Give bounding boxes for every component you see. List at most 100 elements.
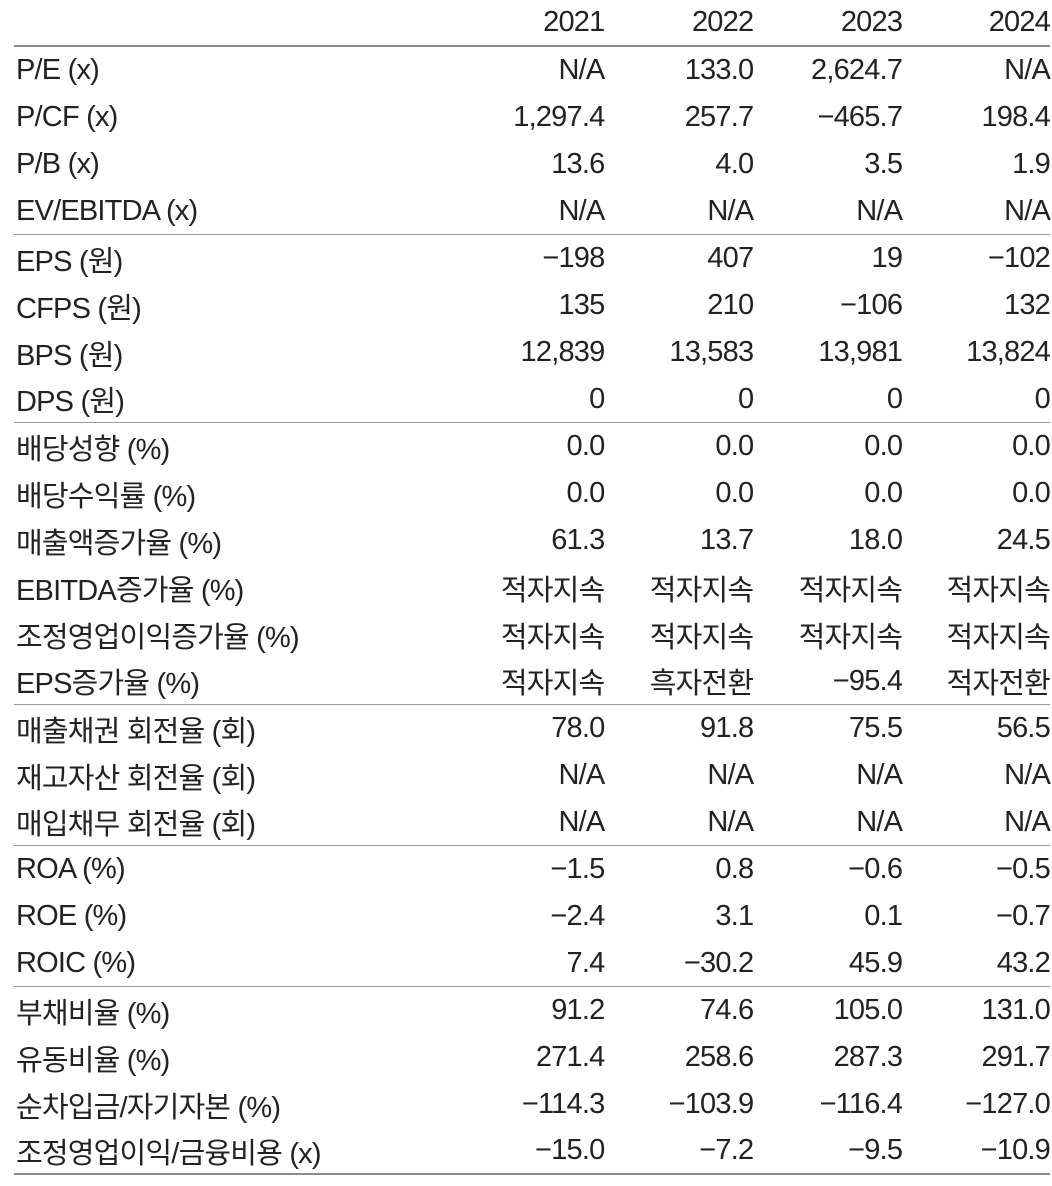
- table-cell: 271.4: [535, 1041, 605, 1073]
- table-row: 조정영업이익/금융비용 (x) −15.0 −7.2 −9.5 −10.9: [14, 1128, 1051, 1175]
- table-row: 유동비율 (%) 271.4 258.6 287.3 291.7: [14, 1034, 1051, 1081]
- table-cell: −7.2: [699, 1134, 754, 1166]
- table-row: EV/EBITDA (x) N/A N/A N/A N/A: [14, 188, 1051, 235]
- row-label: 유동비율 (%): [16, 1044, 170, 1077]
- table-cell: 0.0: [715, 477, 754, 509]
- table-cell: −106: [840, 289, 903, 321]
- table-cell: 133.0: [684, 54, 754, 86]
- table-row: BPS (원) 12,839 13,583 13,981 13,824: [14, 329, 1051, 376]
- table-cell: 74.6: [700, 994, 754, 1026]
- table-cell: 13.6: [551, 148, 605, 180]
- table-row: EBITDA증가율 (%) 적자지속 적자지속 적자지속 적자지속: [14, 564, 1051, 611]
- table-cell: −0.7: [995, 900, 1051, 932]
- table-cell: 0: [737, 382, 754, 415]
- table-cell: −0.5: [995, 853, 1051, 885]
- row-label: 매입채무 회전율 (회): [16, 809, 256, 841]
- table-cell: 13,981: [818, 336, 903, 368]
- table-cell: 258.6: [684, 1041, 754, 1073]
- table-cell: −198: [542, 242, 605, 274]
- table-cell: −116.4: [819, 1088, 903, 1120]
- valuation-table: 2021 2022 2023 2024 P/E (x) N/A 133.0 2,624…: [14, 0, 1051, 1175]
- row-label: 배당수익률 (%): [16, 480, 196, 513]
- table-row: CFPS (원) 135 210 −106 132: [14, 282, 1051, 329]
- row-label: DPS (원): [16, 386, 125, 418]
- table-cell: 0.0: [864, 477, 903, 509]
- table-cell: 적자지속: [649, 621, 754, 654]
- table-cell: N/A: [558, 54, 605, 86]
- table-cell: 0.0: [566, 477, 606, 509]
- table-row: EPS증가율 (%) 적자지속 흑자전환 −95.4 적자전환: [14, 658, 1051, 705]
- table-cell: 적자지속: [798, 621, 903, 654]
- table-cell: 3.1: [715, 900, 754, 932]
- table-cell: 105.0: [833, 994, 903, 1026]
- row-label: 배당성향 (%): [16, 433, 170, 466]
- table-cell: 78.0: [551, 712, 605, 744]
- table-cell: 407: [707, 242, 754, 274]
- header-year: 2022: [691, 6, 754, 38]
- table-cell: 적자지속: [946, 621, 1051, 654]
- row-label: EV/EBITDA (x): [16, 194, 198, 227]
- table-cell: 적자지속: [500, 574, 605, 607]
- table-row: 순차입금/자기자본 (%) −114.3 −103.9 −116.4 −127.0: [14, 1081, 1051, 1128]
- table-cell: 131.0: [981, 994, 1051, 1026]
- table-cell: 45.9: [848, 946, 903, 979]
- table-cell: 132: [1004, 289, 1051, 321]
- table-cell: 19: [871, 242, 903, 274]
- table-cell: 7.4: [566, 946, 606, 979]
- table-cell: N/A: [558, 805, 605, 838]
- row-label: EPS증가율 (%): [16, 668, 200, 700]
- table-cell: 0.1: [864, 900, 903, 932]
- table-cell: 0.0: [864, 430, 903, 462]
- table-cell: 91.2: [551, 994, 605, 1026]
- table-cell: 75.5: [848, 712, 903, 744]
- table-row: 배당수익률 (%) 0.0 0.0 0.0 0.0: [14, 470, 1051, 517]
- row-label: CFPS (원): [16, 292, 142, 325]
- table-cell: 18.0: [848, 524, 903, 556]
- row-label: EPS (원): [16, 245, 123, 278]
- table-cell: −95.4: [832, 664, 903, 697]
- table-cell: 4.0: [715, 148, 754, 180]
- table-row: EPS (원) −198 407 19 −102: [14, 235, 1051, 282]
- table-row: 매출액증가율 (%) 61.3 13.7 18.0 24.5: [14, 517, 1051, 564]
- table-cell: 적자지속: [946, 574, 1051, 607]
- table-cell: 2,624.7: [810, 54, 903, 86]
- table-row: 부채비율 (%) 91.2 74.6 105.0 131.0: [14, 987, 1051, 1034]
- table-cell: 135: [558, 289, 605, 321]
- table-row: 매입채무 회전율 (회) N/A N/A N/A N/A: [14, 799, 1051, 846]
- table-cell: N/A: [1004, 194, 1051, 227]
- table-row: ROA (%) −1.5 0.8 −0.6 −0.5: [14, 846, 1051, 893]
- row-label: P/B (x): [16, 148, 100, 180]
- table-row: P/CF (x) 1,297.4 257.7 −465.7 198.4: [14, 94, 1051, 141]
- table-row: P/B (x) 13.6 4.0 3.5 1.9: [14, 141, 1051, 188]
- row-label: ROA (%): [16, 853, 126, 885]
- table-cell: 0: [886, 382, 903, 415]
- table-cell: 61.3: [551, 524, 605, 556]
- table-cell: N/A: [558, 759, 605, 791]
- table-cell: 257.7: [684, 101, 754, 133]
- row-label: ROE (%): [16, 900, 127, 932]
- row-label: BPS (원): [16, 339, 123, 372]
- table-cell: −103.9: [668, 1088, 755, 1120]
- row-label: ROIC (%): [16, 946, 136, 979]
- table-row: DPS (원) 0 0 0 0: [14, 376, 1051, 423]
- table-cell: 13.7: [700, 524, 754, 556]
- table-cell: −1.5: [550, 853, 605, 885]
- table-cell: 0: [1034, 382, 1051, 415]
- table-row: ROIC (%) 7.4 −30.2 45.9 43.2: [14, 940, 1051, 987]
- table-cell: −2.4: [550, 900, 605, 932]
- table-cell: 13,824: [966, 336, 1051, 368]
- table-body: P/E (x) N/A 133.0 2,624.7 N/A P/CF (x) 1,297.4…: [14, 47, 1051, 1175]
- row-label: 매출채권 회전율 (회): [16, 715, 256, 748]
- table-cell: 43.2: [996, 946, 1051, 979]
- header-year: 2023: [840, 6, 903, 38]
- table-row: 매출채권 회전율 (회) 78.0 91.8 75.5 56.5: [14, 705, 1051, 752]
- table-cell: 0.0: [1012, 477, 1051, 509]
- table-cell: N/A: [707, 194, 754, 227]
- table-cell: −102: [987, 242, 1051, 274]
- table-cell: 12,839: [520, 336, 606, 368]
- header-year: 2021: [543, 6, 605, 38]
- table-cell: N/A: [1004, 759, 1051, 791]
- table-cell: −10.9: [980, 1134, 1051, 1166]
- row-label: 부채비율 (%): [16, 997, 170, 1030]
- table-cell: 적자지속: [798, 574, 903, 607]
